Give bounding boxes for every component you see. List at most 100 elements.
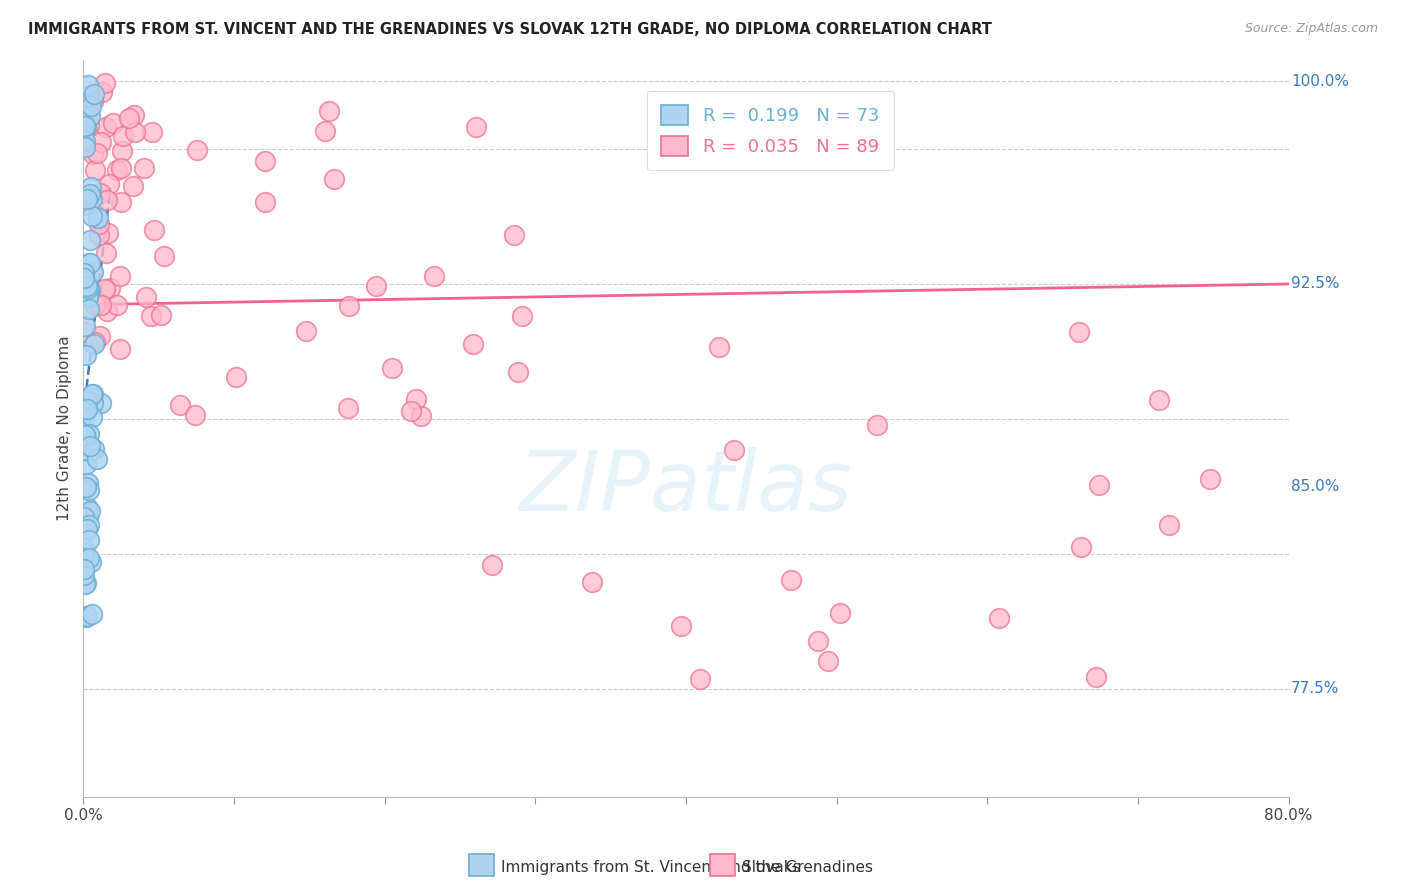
Point: [98, 177, 121, 191]
Point: [669, 619, 692, 633]
Point: [75, 576, 97, 591]
Point: [134, 161, 156, 175]
Point: [77, 551, 100, 566]
Point: [337, 401, 360, 415]
Point: [689, 673, 711, 687]
Point: [866, 418, 889, 433]
Point: [506, 365, 529, 379]
Point: [76, 402, 98, 417]
Point: [807, 634, 830, 648]
Point: [82, 395, 104, 409]
Point: [83, 442, 105, 457]
Point: [84, 162, 107, 177]
Point: [76, 508, 98, 523]
Point: [322, 172, 344, 186]
Point: [75, 610, 97, 624]
Point: [463, 336, 485, 351]
Point: [118, 112, 141, 126]
Point: [124, 125, 146, 139]
Point: [253, 195, 276, 210]
Point: [76, 522, 98, 536]
Point: [90, 298, 112, 312]
Point: [423, 269, 446, 284]
Point: [381, 360, 404, 375]
Point: [93, 283, 115, 297]
Point: [87, 228, 110, 243]
Point: [73, 140, 96, 154]
Point: [83, 336, 105, 351]
Point: [364, 279, 387, 293]
Point: [80, 98, 103, 112]
Text: 77.5%: 77.5%: [1291, 681, 1340, 696]
Point: [1088, 477, 1111, 491]
Y-axis label: 12th Grade, No Diploma: 12th Grade, No Diploma: [58, 335, 72, 521]
Text: ZIPatlas: ZIPatlas: [519, 447, 853, 527]
Point: [86, 146, 108, 161]
Point: [75, 134, 97, 148]
Point: [405, 392, 427, 406]
Point: [79, 187, 101, 202]
Point: [79, 233, 101, 247]
Point: [295, 324, 318, 338]
Point: [707, 340, 730, 354]
Text: IMMIGRANTS FROM ST. VINCENT AND THE GRENADINES VS SLOVAK 12TH GRADE, NO DIPLOMA : IMMIGRANTS FROM ST. VINCENT AND THE GREN…: [28, 22, 993, 37]
Point: [79, 302, 101, 317]
Point: [89, 329, 111, 343]
Point: [73, 271, 96, 285]
Point: [77, 427, 100, 442]
Point: [122, 179, 145, 194]
Text: Source: ZipAtlas.com: Source: ZipAtlas.com: [1244, 22, 1378, 36]
Point: [77, 103, 100, 117]
Point: [110, 268, 132, 283]
Point: [103, 116, 125, 130]
Point: [105, 162, 128, 177]
Point: [1147, 393, 1170, 408]
Point: [94, 120, 117, 135]
Point: [77, 285, 100, 300]
Point: [225, 370, 247, 384]
Point: [82, 94, 104, 108]
Point: [79, 440, 101, 454]
Point: [98, 281, 121, 295]
Point: [94, 76, 117, 90]
Point: [91, 85, 114, 99]
Point: [77, 444, 100, 458]
Point: [828, 607, 851, 621]
Point: [90, 395, 112, 409]
Point: [82, 265, 104, 279]
Point: [141, 125, 163, 139]
Point: [1199, 472, 1222, 486]
Point: [77, 88, 100, 103]
Legend: R =  0.199   N = 73, R =  0.035   N = 89: R = 0.199 N = 73, R = 0.035 N = 89: [647, 91, 894, 170]
Point: [76, 278, 98, 293]
Point: [76, 394, 98, 409]
Text: Immigrants from St. Vincent and the Grenadines: Immigrants from St. Vincent and the Gren…: [502, 860, 873, 874]
Point: [153, 249, 176, 263]
Point: [184, 409, 207, 423]
Point: [80, 607, 103, 621]
Point: [77, 290, 100, 304]
Text: 100.0%: 100.0%: [1291, 74, 1348, 88]
Point: [253, 153, 276, 168]
Point: [411, 409, 433, 424]
Point: [76, 433, 98, 447]
Point: [72, 510, 94, 524]
Point: [83, 87, 105, 101]
Point: [82, 146, 104, 161]
Point: [169, 398, 191, 412]
Point: [83, 297, 105, 311]
Point: [723, 443, 745, 458]
Point: [76, 500, 98, 514]
Point: [110, 161, 132, 175]
Point: [86, 452, 108, 467]
Point: [77, 483, 100, 497]
Point: [1070, 541, 1092, 555]
Point: [73, 577, 96, 591]
Point: [75, 480, 97, 494]
Point: [82, 387, 104, 401]
Point: [87, 211, 110, 226]
Point: [82, 386, 104, 401]
Point: [817, 654, 839, 668]
Point: [76, 192, 98, 206]
Point: [111, 128, 134, 143]
